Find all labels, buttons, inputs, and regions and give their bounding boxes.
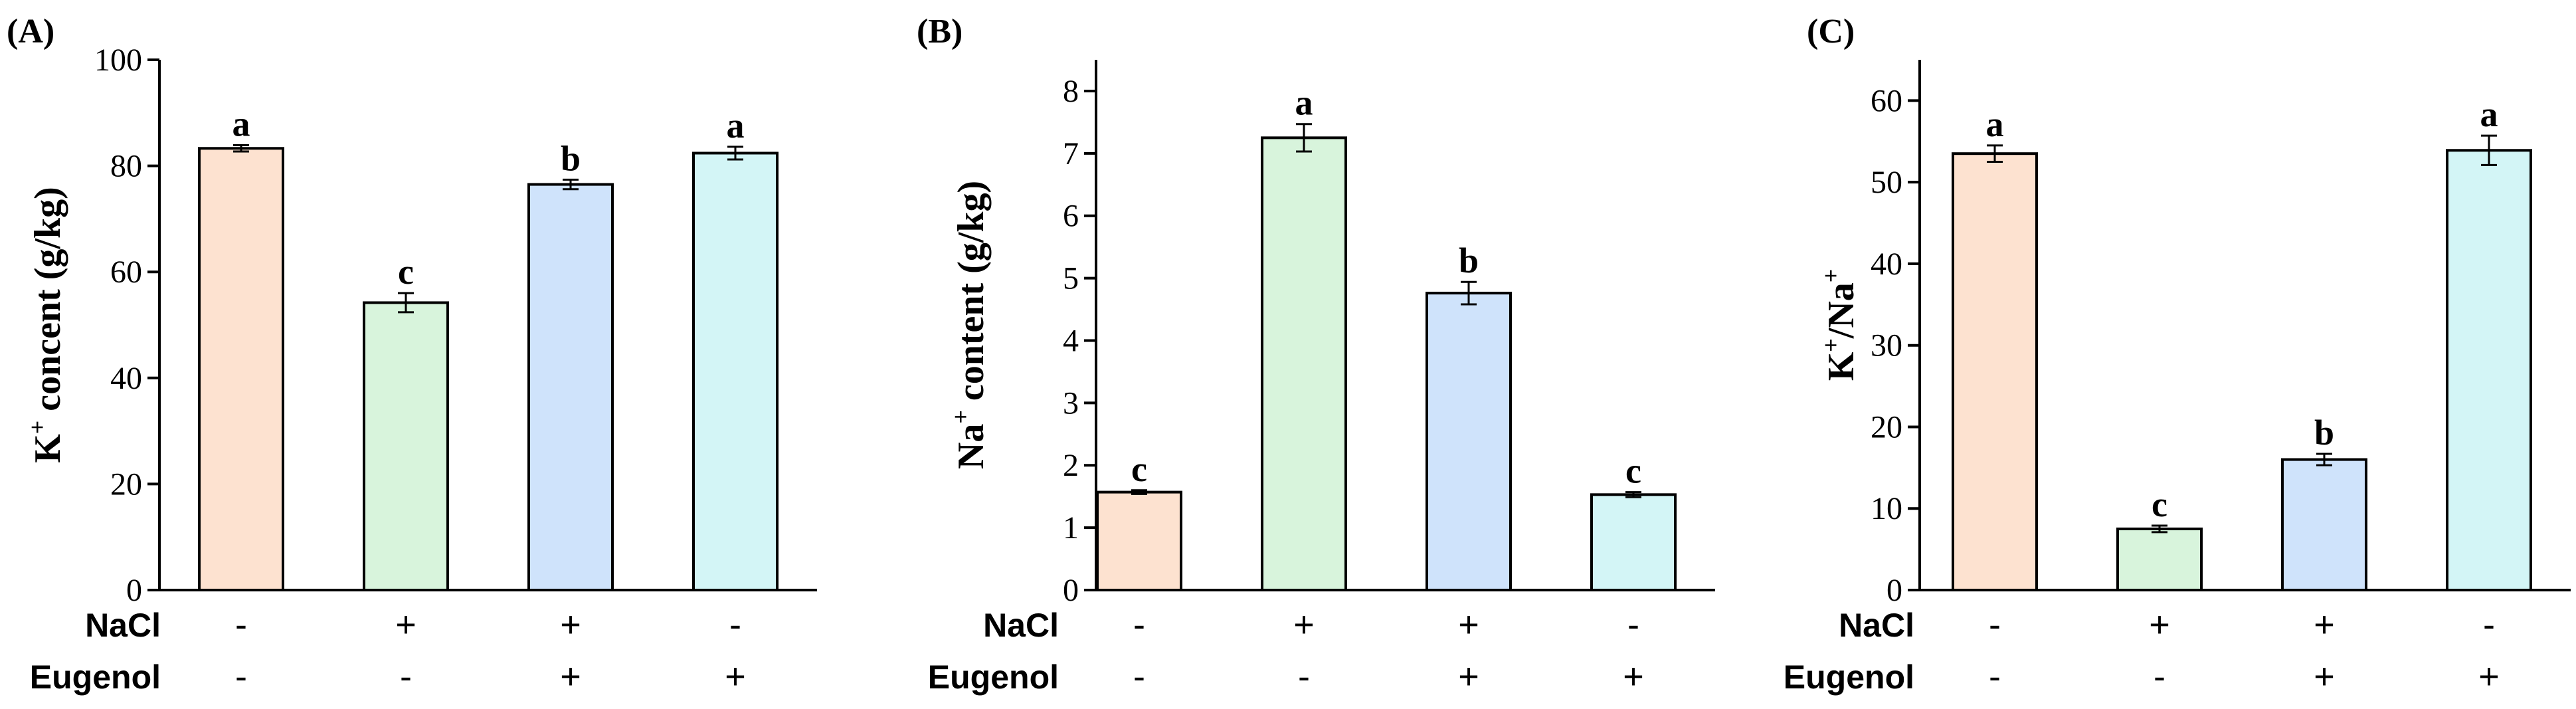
treatment-sign: + <box>1458 657 1479 696</box>
bar <box>1261 136 1347 591</box>
y-tick-label: 5 <box>1063 261 1079 296</box>
panel-label: (B) <box>917 13 963 51</box>
treatment-sign: + <box>1458 605 1479 645</box>
y-tick-label: 60 <box>1871 83 1902 118</box>
treatment-label-eugenol: Eugenol <box>928 658 1059 696</box>
y-tick-label: 0 <box>126 573 142 608</box>
treatment-sign: - <box>1298 657 1310 696</box>
bar <box>1952 152 2038 591</box>
panel-label: (A) <box>7 13 54 51</box>
y-axis-label: K+/Na+ <box>1817 269 1862 381</box>
treatment-sign: - <box>2483 605 2495 645</box>
bar <box>1426 292 1512 591</box>
y-tick-label: 7 <box>1063 136 1079 171</box>
panel-b: (B) 0 1 2 3 4 5 6 7 8 Na+ content (g/kg) c a b c NaCl - +… <box>917 13 1715 696</box>
significance-letter: a <box>1986 104 2004 144</box>
bar <box>692 152 779 591</box>
treatment-sign: + <box>1293 605 1315 645</box>
significance-letter: c <box>398 252 414 292</box>
treatment-sign: - <box>1627 605 1639 645</box>
treatment-label-nacl: NaCl <box>983 607 1059 644</box>
significance-letter: a <box>1295 83 1313 123</box>
significance-letter: b <box>1459 241 1479 280</box>
y-axis-label: Na+ content (g/kg) <box>947 181 992 469</box>
treatment-sign: + <box>560 605 581 645</box>
panel-a: (A) 0 20 40 60 80 100 K+ concent (g/kg) a c b a NaCl… <box>7 13 817 696</box>
treatment-label-nacl: NaCl <box>85 607 161 644</box>
y-tick-label: 20 <box>1871 409 1902 445</box>
treatment-sign: - <box>1133 657 1145 696</box>
bar <box>363 301 449 591</box>
bar <box>527 183 614 591</box>
significance-letter: c <box>1131 449 1147 489</box>
treatment-sign: - <box>1133 605 1145 645</box>
treatment-sign: + <box>725 657 746 696</box>
treatment-sign: + <box>2314 657 2335 696</box>
significance-letter: c <box>1625 451 1641 491</box>
y-tick-label: 10 <box>1871 491 1902 526</box>
bar <box>198 147 284 592</box>
treatment-sign: + <box>1623 657 1644 696</box>
y-tick-label: 2 <box>1063 448 1079 483</box>
y-tick-label: 4 <box>1063 323 1079 358</box>
y-tick-label: 30 <box>1871 328 1902 363</box>
y-tick-label: 0 <box>1063 573 1079 608</box>
panel-c: (C) 0 10 20 30 40 50 60 K+/Na+ a c b a NaCl - + + - Eugeno… <box>1784 13 2571 696</box>
bar <box>2116 527 2203 592</box>
significance-letter: a <box>727 106 745 146</box>
significance-letter: c <box>2152 484 2167 524</box>
treatment-label-eugenol: Eugenol <box>1784 658 1914 696</box>
significance-letter: b <box>561 138 581 178</box>
panel-label: (C) <box>1807 13 1855 51</box>
y-axis-label: K+ concent (g/kg) <box>24 187 68 463</box>
treatment-label-eugenol: Eugenol <box>30 658 161 696</box>
y-tick-label: 3 <box>1063 385 1079 421</box>
significance-letter: a <box>2480 94 2498 134</box>
bar <box>2281 458 2367 591</box>
treatment-sign: + <box>2478 657 2500 696</box>
treatment-sign: - <box>1989 605 2001 645</box>
treatment-sign: - <box>235 657 247 696</box>
treatment-label-nacl: NaCl <box>1839 607 1914 644</box>
treatment-sign: + <box>560 657 581 696</box>
treatment-sign: - <box>1989 657 2001 696</box>
treatment-sign: - <box>2154 657 2165 696</box>
y-tick-label: 1 <box>1063 510 1079 546</box>
y-tick-label: 8 <box>1063 74 1079 109</box>
treatment-sign: - <box>400 657 412 696</box>
y-tick-label: 20 <box>110 466 142 502</box>
bar <box>1096 490 1182 591</box>
y-tick-label: 60 <box>110 254 142 290</box>
y-tick-label: 6 <box>1063 199 1079 234</box>
treatment-sign: + <box>2149 605 2170 645</box>
y-tick-label: 40 <box>110 361 142 396</box>
y-tick-label: 40 <box>1871 247 1902 282</box>
y-tick-label: 0 <box>1886 573 1902 608</box>
significance-letter: b <box>2314 413 2334 453</box>
treatment-sign: - <box>235 605 247 645</box>
treatment-sign: + <box>395 605 416 645</box>
significance-letter: a <box>232 104 250 144</box>
treatment-sign: - <box>729 605 741 645</box>
bar <box>1590 493 1677 591</box>
y-tick-label: 80 <box>110 149 142 184</box>
y-tick-label: 50 <box>1871 165 1902 200</box>
y-tick-label: 100 <box>94 43 142 78</box>
treatment-sign: + <box>2314 605 2335 645</box>
bar <box>2446 149 2532 591</box>
